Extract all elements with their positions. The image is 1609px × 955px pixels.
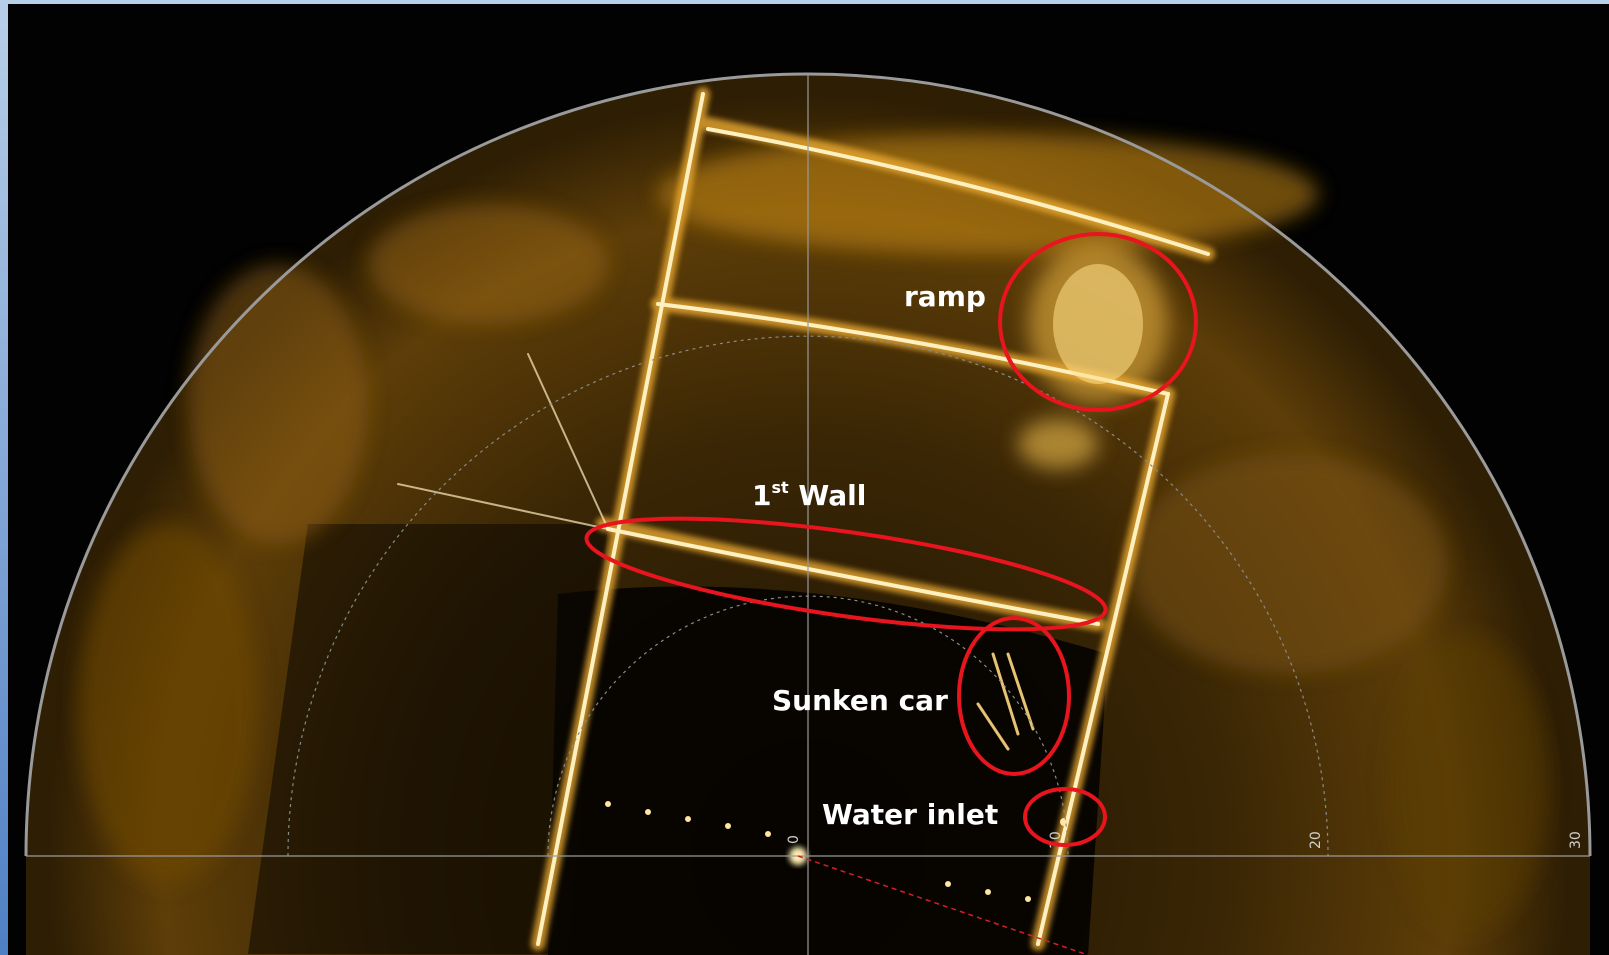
- structure-echoes: [397, 87, 1215, 951]
- wall-marker: [584, 516, 1108, 632]
- range-tick-0: 0: [786, 835, 802, 844]
- ramp-label: ramp: [904, 280, 986, 313]
- left-shadow: [248, 524, 608, 954]
- wall-label-ordinal: st: [771, 478, 789, 497]
- water-inlet-marker: [1023, 787, 1107, 847]
- sonar-image: 0 10 20 30: [24, 72, 1592, 955]
- annotation-markers: [584, 232, 1198, 847]
- wall-label-text: Wall: [788, 479, 867, 512]
- near-field-shadow: [548, 586, 1108, 955]
- wall-label: 1st Wall: [752, 478, 866, 512]
- range-grid: [24, 72, 1592, 955]
- range-tick-30: 30: [1568, 831, 1584, 849]
- sunken-car-marker: [957, 616, 1071, 776]
- ramp-marker: [998, 232, 1198, 412]
- range-tick-20: 20: [1308, 831, 1324, 849]
- wall-label-number: 1: [752, 479, 772, 512]
- water-inlet-label: Water inlet: [822, 798, 999, 831]
- sunken-car-label: Sunken car: [772, 684, 948, 717]
- sonar-display: 0 10 20 30 ramp 1st Wall Sunken car Wate…: [8, 4, 1609, 955]
